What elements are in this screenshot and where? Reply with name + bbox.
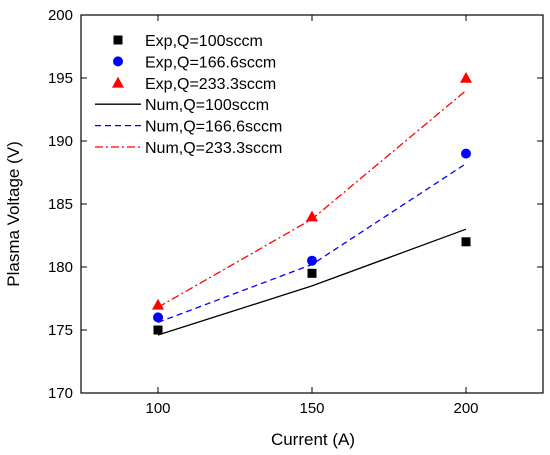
y-tick-label: 200: [48, 7, 73, 24]
y-tick-label: 185: [48, 196, 73, 213]
data-point: [152, 298, 164, 310]
x-tick-label: 100: [145, 400, 170, 417]
y-tick-label: 195: [48, 70, 73, 87]
data-point: [307, 268, 317, 278]
series-line: [157, 228, 467, 336]
legend-label: Num,Q=233.3sccm: [145, 140, 282, 157]
data-point: [153, 312, 163, 323]
data-point: [153, 325, 163, 335]
data-point: [306, 210, 318, 222]
y-tick-label: 175: [48, 322, 73, 339]
legend-label: Num,Q=100sccm: [145, 97, 269, 114]
y-axis-label: Plasma Voltage (V): [4, 141, 23, 287]
legend-label: Num,Q=166.6sccm: [145, 119, 282, 136]
data-point: [461, 148, 471, 159]
y-tick-label: 170: [48, 385, 73, 402]
legend-marker: [112, 76, 124, 88]
legend-label: Exp,Q=100sccm: [145, 33, 263, 50]
series-line: [157, 163, 467, 324]
legend-marker: [113, 56, 123, 67]
x-tick-label: 150: [299, 400, 324, 417]
plot-frame: [80, 14, 544, 394]
y-tick-label: 180: [48, 259, 73, 276]
x-tick-label: 200: [453, 400, 478, 417]
y-tick-label: 190: [48, 133, 73, 150]
data-point: [307, 255, 317, 266]
x-axis-label: Current (A): [271, 430, 355, 449]
plot-area: 100 150 200 170 175 180 185 190 195 200: [48, 7, 544, 417]
legend-label: Exp,Q=166.6sccm: [145, 54, 276, 71]
data-point: [460, 72, 472, 83]
data-point: [461, 237, 471, 247]
legend-label: Exp,Q=233.3sccm: [145, 76, 276, 93]
legend: Exp,Q=100sccm Exp,Q=166.6sccm Exp,Q=233.3s…: [95, 33, 282, 157]
legend-marker: [113, 35, 123, 45]
